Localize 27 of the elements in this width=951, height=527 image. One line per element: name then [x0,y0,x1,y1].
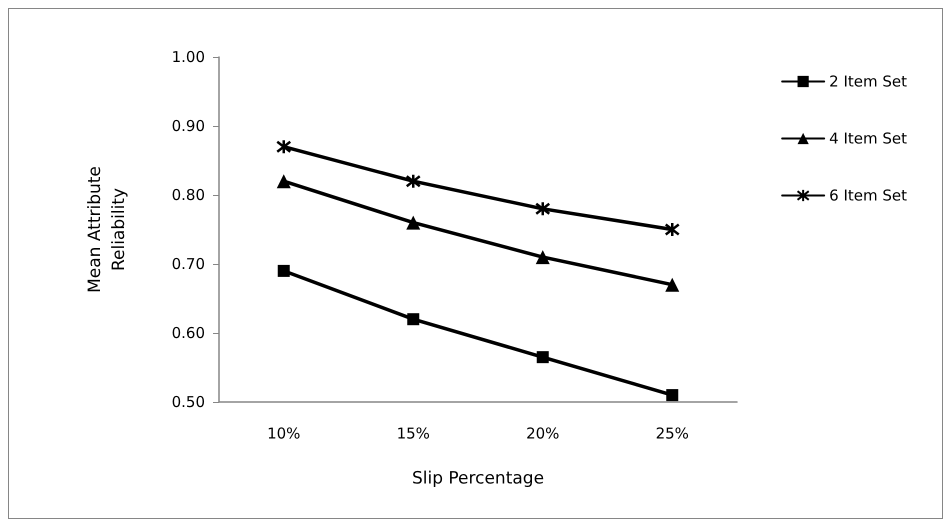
point [278,264,290,277]
x-tick-label: 15% [396,424,430,442]
legend-label: 2 Item Set [829,72,908,90]
point [664,222,680,238]
y-tick-label: 0.60 [172,324,205,342]
y-tick-label: 0.80 [172,186,205,204]
x-axis-title: Slip Percentage [412,468,544,488]
point [666,389,678,402]
point [406,173,421,189]
y-tick-label: 0.50 [172,393,205,411]
point [665,278,680,292]
y-axis-title: Mean Attribute Reliability [85,166,129,293]
x-tick-label: 20% [526,424,560,442]
point [276,174,291,188]
x-tick-label: 10% [267,424,300,442]
y-tick-label: 0.90 [172,117,205,135]
point [536,351,549,364]
legend-label: 4 Item Set [829,130,908,148]
point [536,250,550,264]
y-tick-label: 1.00 [172,48,205,66]
point [407,313,420,326]
y-tick-label: 0.70 [172,255,205,273]
point [276,138,292,154]
legend-label: 6 Item Set [829,186,908,204]
point [535,201,550,217]
x-tick-label: 25% [656,424,689,442]
point [406,216,420,230]
